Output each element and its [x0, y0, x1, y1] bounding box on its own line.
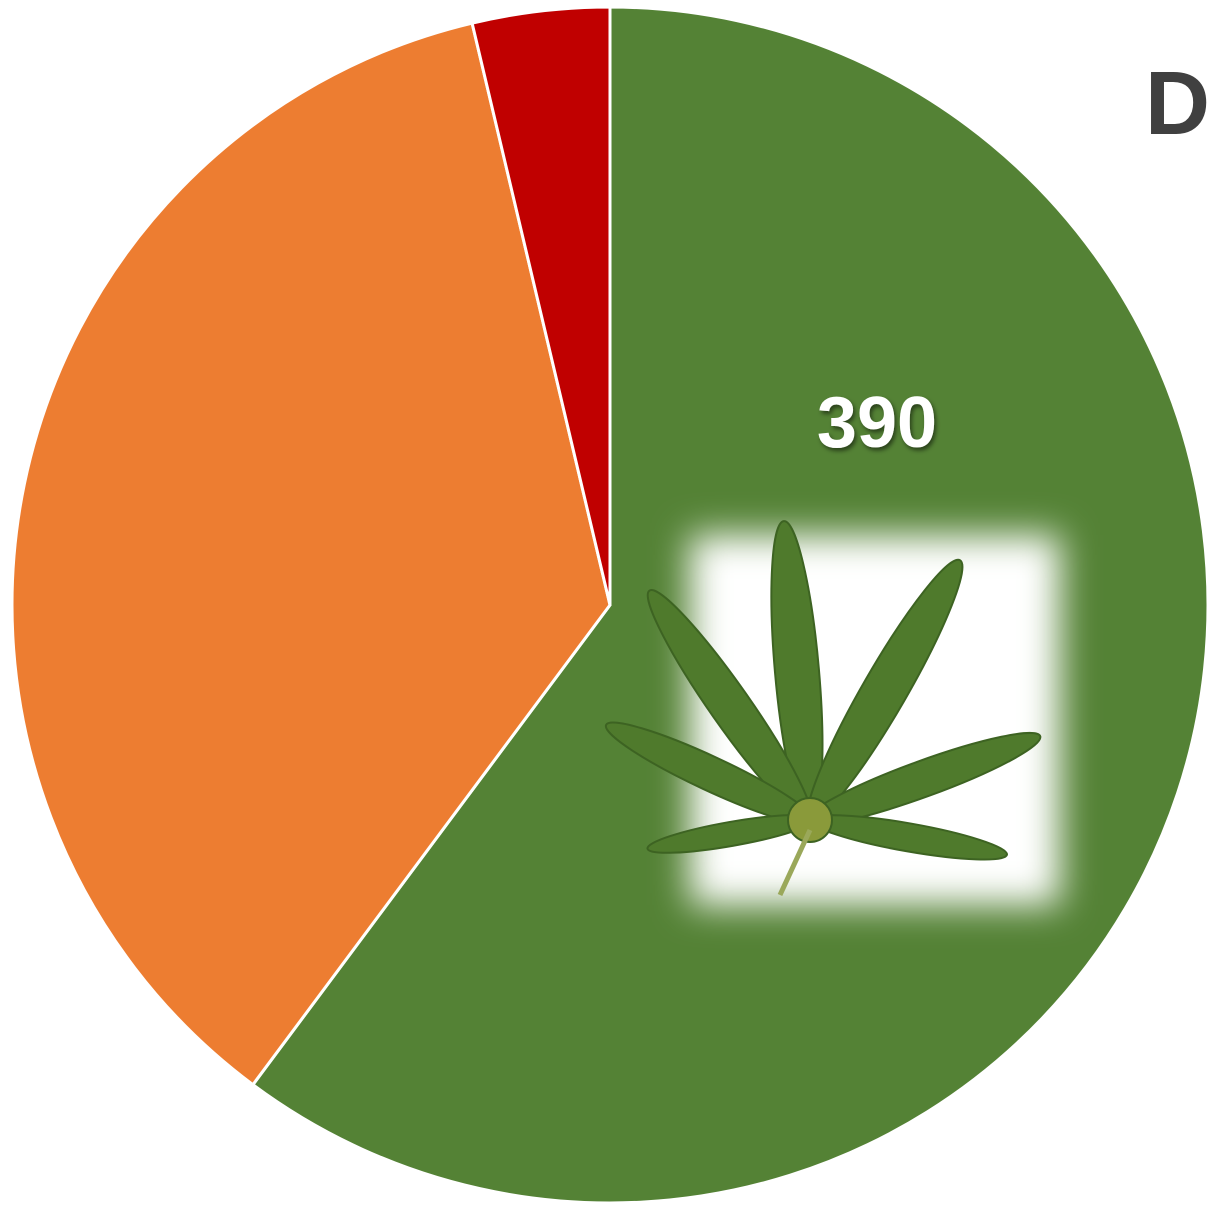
pie-slice — [10, 21, 612, 1087]
data-label: 390 — [817, 383, 937, 463]
chart-title: D — [1145, 54, 1210, 154]
leaf-image — [604, 520, 1060, 905]
pie-slice — [470, 5, 612, 606]
